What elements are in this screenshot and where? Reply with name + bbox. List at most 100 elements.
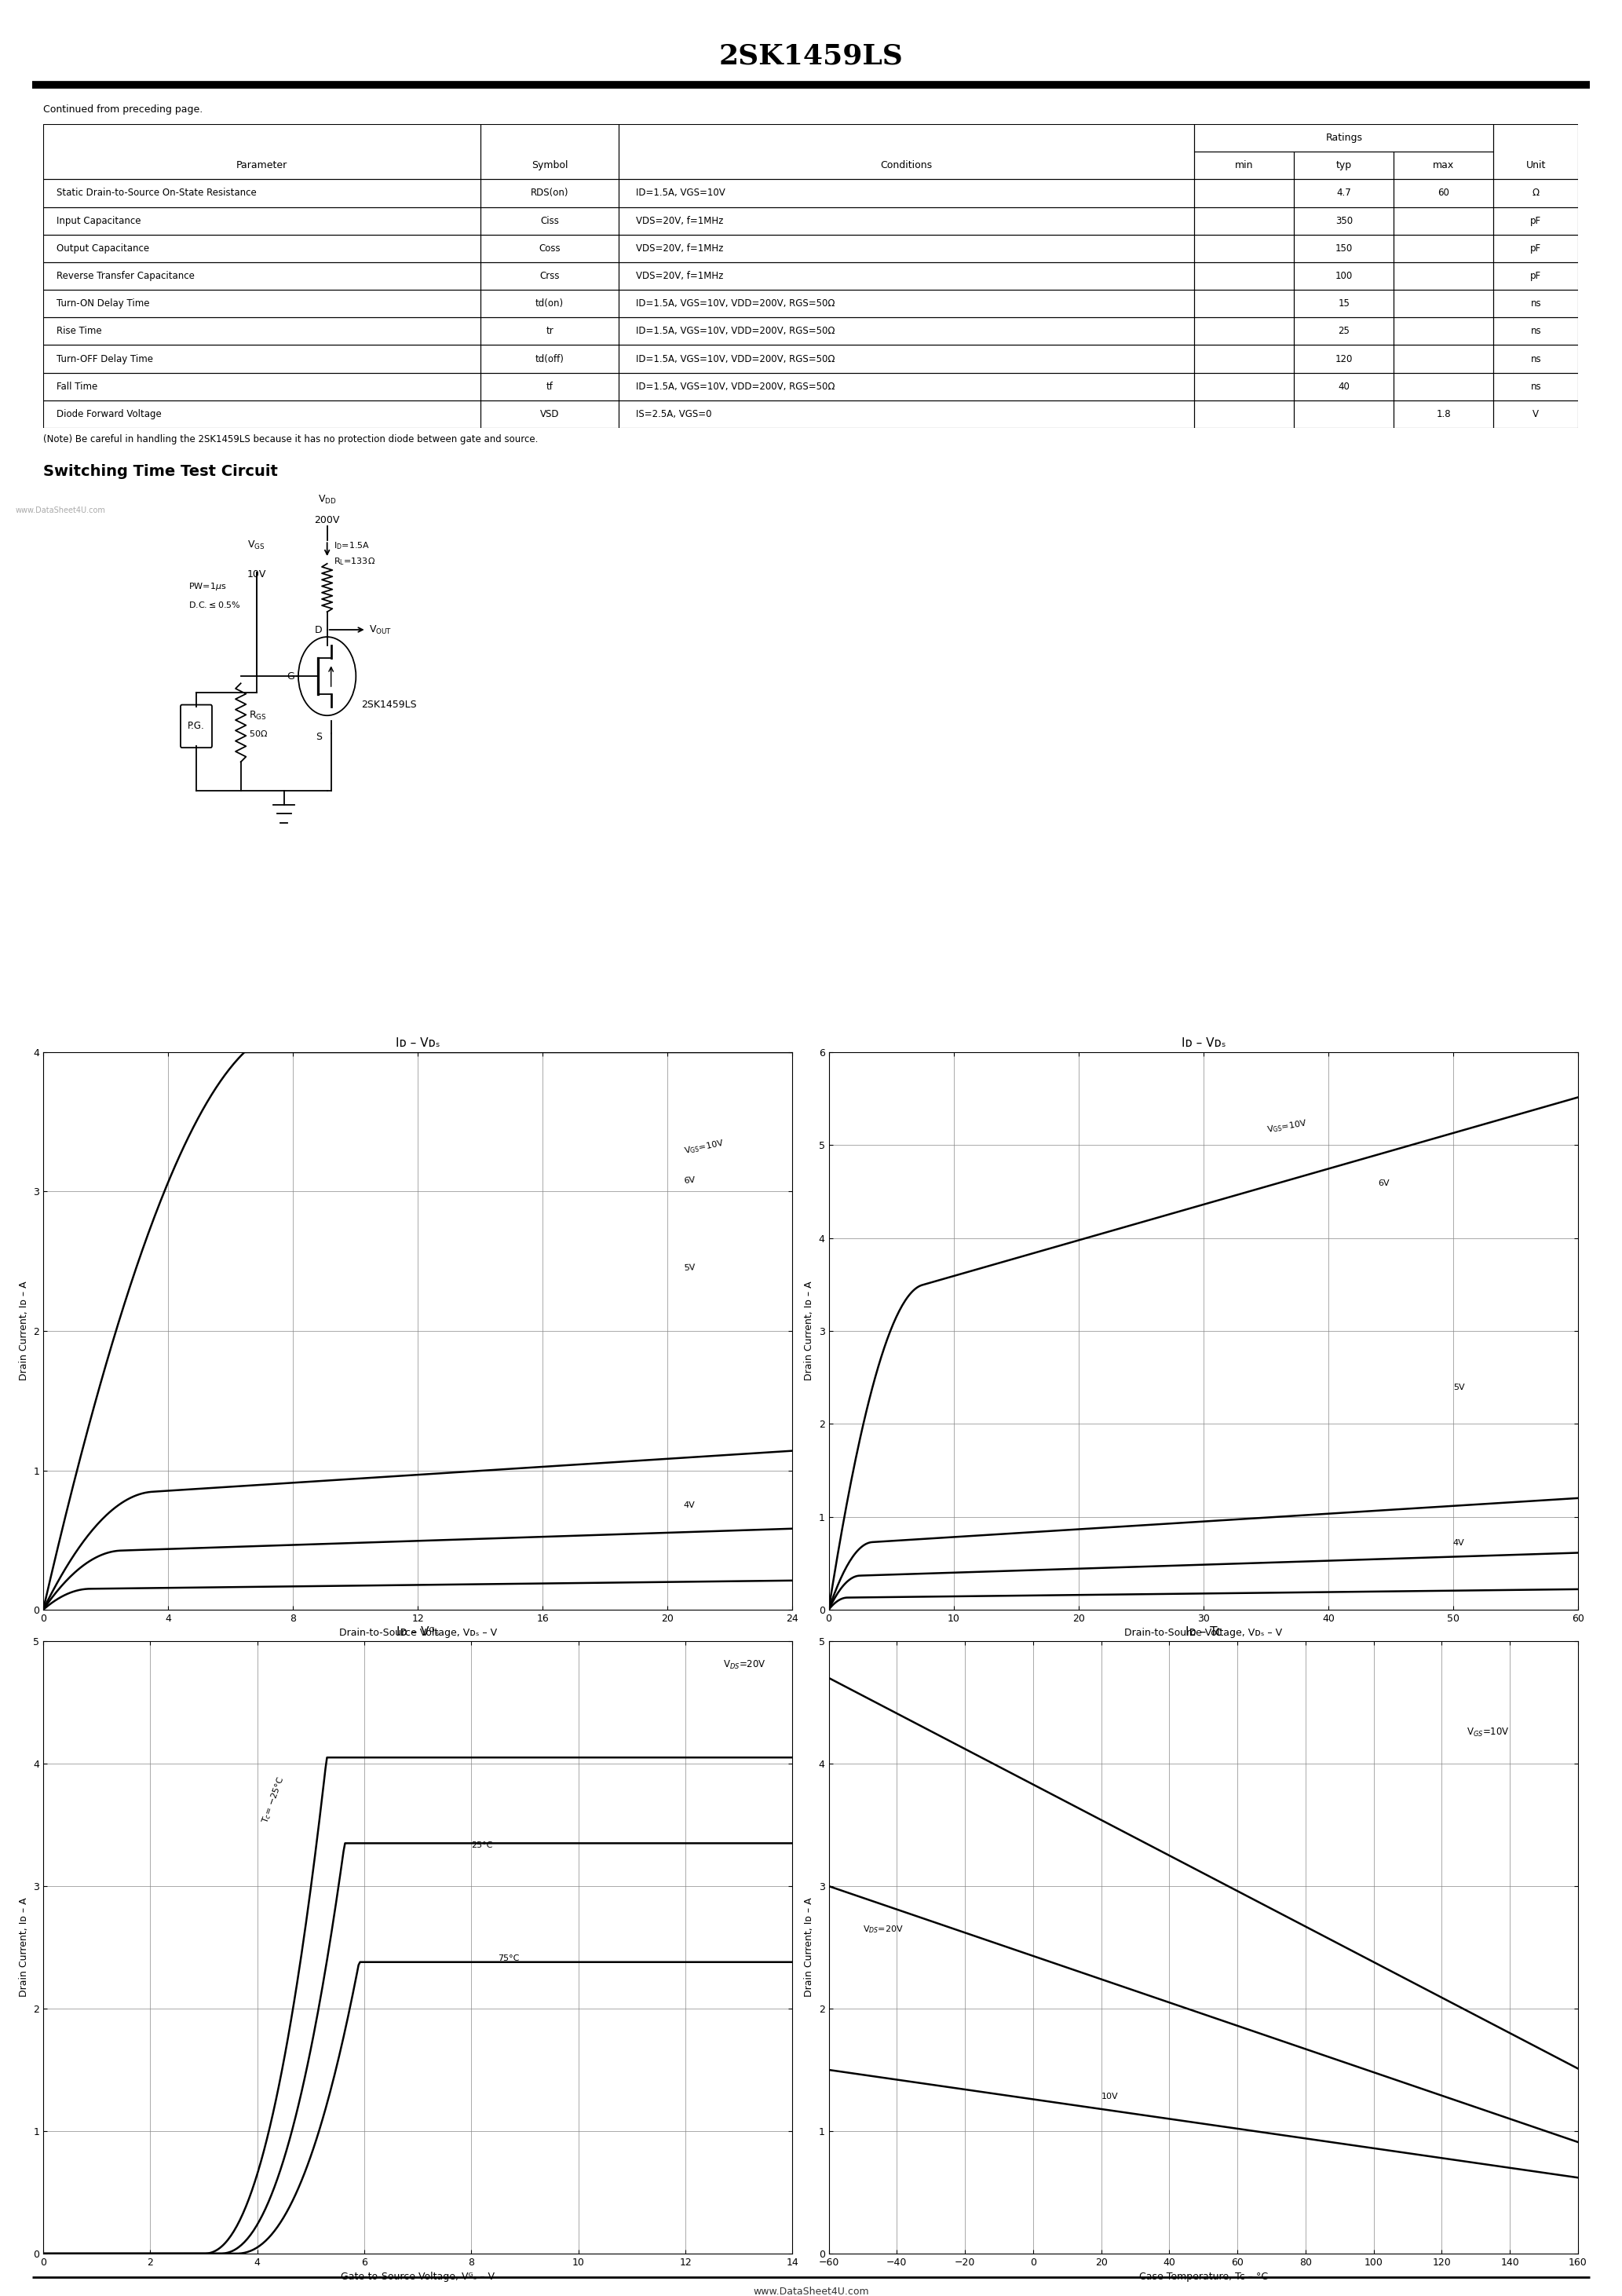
Text: Symbol: Symbol	[532, 161, 568, 170]
Bar	[480, 124, 618, 179]
Text: Turn-OFF Delay Time: Turn-OFF Delay Time	[57, 354, 152, 365]
Text: VDS=20V, f=1MHz: VDS=20V, f=1MHz	[636, 243, 723, 253]
Bar	[1294, 400, 1393, 427]
Bar	[44, 207, 480, 234]
Bar	[1393, 344, 1494, 372]
Text: Reverse Transfer Capacitance: Reverse Transfer Capacitance	[57, 271, 195, 280]
Bar	[1294, 207, 1393, 234]
Bar	[1494, 262, 1578, 289]
Bar	[44, 179, 480, 207]
Text: 4V: 4V	[683, 1502, 694, 1508]
Text: (Note) Be careful in handling the 2SK1459LS because it has no protection diode b: (Note) Be careful in handling the 2SK145…	[44, 434, 539, 445]
Text: ID=1.5A, VGS=10V: ID=1.5A, VGS=10V	[636, 188, 725, 197]
Text: ID=1.5A, VGS=10V, VDD=200V, RGS=50Ω: ID=1.5A, VGS=10V, VDD=200V, RGS=50Ω	[636, 354, 835, 365]
Title: Iᴅ – Vᴳₛ: Iᴅ – Vᴳₛ	[396, 1626, 440, 1637]
Text: VSD: VSD	[540, 409, 560, 420]
Bar	[1393, 207, 1494, 234]
Bar	[618, 179, 1194, 207]
Text: 350: 350	[1335, 216, 1353, 225]
Text: 120: 120	[1335, 354, 1353, 365]
Bar	[480, 400, 618, 427]
Text: IS=2.5A, VGS=0: IS=2.5A, VGS=0	[636, 409, 712, 420]
Bar	[44, 262, 480, 289]
Text: 10V: 10V	[247, 569, 266, 579]
Bar	[1194, 289, 1294, 317]
Bar	[1194, 317, 1294, 344]
Text: ITR01583: ITR01583	[1536, 1665, 1578, 1674]
Text: ns: ns	[1531, 354, 1541, 365]
Text: 1.8: 1.8	[1437, 409, 1452, 420]
Text: ID=1.5A, VGS=10V, VDD=200V, RGS=50Ω: ID=1.5A, VGS=10V, VDD=200V, RGS=50Ω	[636, 298, 835, 308]
Text: 6V: 6V	[683, 1176, 696, 1185]
Text: 200V: 200V	[315, 514, 341, 526]
Bar	[1393, 400, 1494, 427]
Bar	[1294, 234, 1393, 262]
Bar	[1494, 344, 1578, 372]
Bar	[44, 344, 480, 372]
Text: P.G.: P.G.	[188, 721, 204, 732]
Text: Static Drain-to-Source On-State Resistance: Static Drain-to-Source On-State Resistan…	[57, 188, 256, 197]
Text: min: min	[1234, 161, 1254, 170]
Text: Output Capacitance: Output Capacitance	[57, 243, 149, 253]
Title: Iᴅ – Tc: Iᴅ – Tc	[1186, 1626, 1221, 1637]
Text: 50$\Omega$: 50$\Omega$	[248, 728, 268, 737]
Bar	[480, 179, 618, 207]
Text: V$_{\rm OUT}$: V$_{\rm OUT}$	[368, 625, 393, 636]
Bar	[618, 124, 1194, 179]
Text: Fall Time: Fall Time	[57, 381, 97, 393]
Text: 4.7: 4.7	[1337, 188, 1351, 197]
Text: RDS(on): RDS(on)	[530, 188, 569, 197]
Text: V$_{\rm GS}$: V$_{\rm GS}$	[248, 540, 266, 551]
Text: ns: ns	[1531, 298, 1541, 308]
Text: pF: pF	[1530, 216, 1541, 225]
Text: D.C.$\leq$0.5%: D.C.$\leq$0.5%	[188, 599, 240, 608]
Text: 4V: 4V	[1453, 1538, 1465, 1548]
Text: I$_{\rm D}$=1.5A: I$_{\rm D}$=1.5A	[334, 540, 370, 551]
Bar	[618, 262, 1194, 289]
Bar	[480, 344, 618, 372]
Text: 2SK1459LS: 2SK1459LS	[362, 700, 417, 709]
Bar	[1494, 124, 1578, 179]
Text: S: S	[316, 732, 321, 742]
Bar	[1494, 400, 1578, 427]
Bar	[1294, 372, 1393, 400]
Bar	[1194, 262, 1294, 289]
Text: 5V: 5V	[1453, 1384, 1465, 1391]
Bar	[618, 207, 1194, 234]
Text: Turn-ON Delay Time: Turn-ON Delay Time	[57, 298, 149, 308]
Text: Switching Time Test Circuit: Switching Time Test Circuit	[44, 464, 277, 478]
Text: 75°C: 75°C	[498, 1954, 519, 1963]
Bar	[480, 317, 618, 344]
Bar	[1194, 179, 1294, 207]
Text: Conditions: Conditions	[881, 161, 933, 170]
Bar	[1393, 234, 1494, 262]
Bar	[480, 372, 618, 400]
Text: V$_{DS}$=20V: V$_{DS}$=20V	[863, 1924, 903, 1936]
Text: tr: tr	[547, 326, 553, 335]
Text: Unit: Unit	[1526, 161, 1546, 170]
Text: www.DataSheet4U.com: www.DataSheet4U.com	[753, 2287, 869, 2296]
Bar	[1393, 262, 1494, 289]
Text: Input Capacitance: Input Capacitance	[57, 216, 141, 225]
Bar	[1494, 372, 1578, 400]
Text: Continued from preceding page.: Continued from preceding page.	[44, 106, 203, 115]
Y-axis label: Drain Current, Iᴅ – A: Drain Current, Iᴅ – A	[18, 1281, 29, 1380]
Text: pF: pF	[1530, 243, 1541, 253]
Bar	[1294, 289, 1393, 317]
Text: Ω: Ω	[1533, 188, 1539, 197]
Bar	[44, 124, 480, 179]
X-axis label: Case Temperature, Tc – °C: Case Temperature, Tc – °C	[1139, 2273, 1268, 2282]
Bar	[1393, 289, 1494, 317]
Text: ID=1.5A, VGS=10V, VDD=200V, RGS=50Ω: ID=1.5A, VGS=10V, VDD=200V, RGS=50Ω	[636, 381, 835, 393]
Text: max: max	[1434, 161, 1455, 170]
Text: V$_{\rm DD}$: V$_{\rm DD}$	[318, 494, 336, 505]
Text: Parameter: Parameter	[237, 161, 287, 170]
Bar	[1194, 234, 1294, 262]
Bar	[1194, 152, 1294, 179]
Bar	[44, 289, 480, 317]
Text: 150: 150	[1335, 243, 1353, 253]
Text: ns: ns	[1531, 381, 1541, 393]
Bar	[618, 289, 1194, 317]
Bar	[44, 400, 480, 427]
Text: Ciss: Ciss	[540, 216, 560, 225]
